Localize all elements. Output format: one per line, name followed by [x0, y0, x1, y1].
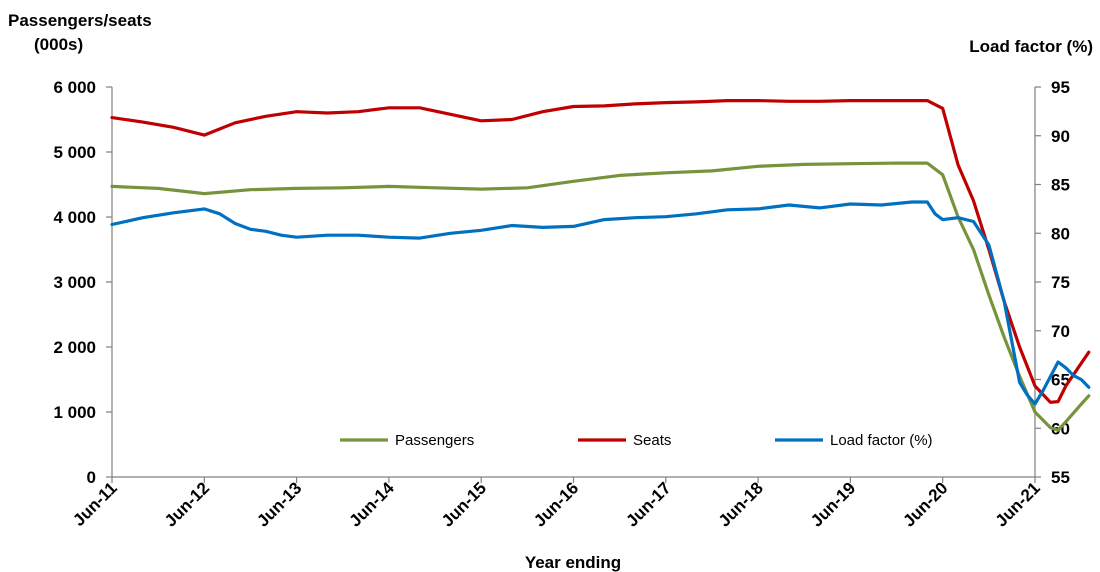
left-tick-label: 4 000 [53, 208, 96, 227]
x-tick-label: Jun-17 [622, 478, 674, 530]
x-axis-title: Year ending [525, 553, 621, 572]
x-tick-label: Jun-12 [161, 478, 213, 530]
series-line-load-factor [110, 200, 1091, 406]
x-tick-label: Jun-19 [807, 478, 859, 530]
left-tick-label: 6 000 [53, 78, 96, 97]
right-tick-label: 90 [1051, 127, 1070, 146]
x-tick-label: Jun-16 [530, 478, 582, 530]
x-tick-label: Jun-18 [715, 478, 767, 530]
legend-label: Passengers [395, 432, 474, 449]
series-line-passengers [110, 161, 1091, 432]
right-tick-label: 70 [1051, 322, 1070, 341]
right-tick-label: 80 [1051, 224, 1070, 243]
series-line-seats [110, 98, 1091, 404]
x-tick-label: Jun-15 [438, 478, 490, 530]
legend-label: Seats [633, 432, 671, 449]
right-tick-label: 95 [1051, 78, 1070, 97]
left-tick-label: 5 000 [53, 143, 96, 162]
left-tick-label: 3 000 [53, 273, 96, 292]
left-tick-label: 0 [87, 468, 96, 487]
left-axis-title-line1: Passengers/seats [8, 11, 152, 30]
legend: Passengers Seats Load factor (%) [340, 432, 933, 449]
legend-label: Load factor (%) [830, 432, 933, 449]
right-tick-label: 55 [1051, 468, 1070, 487]
x-tick-label: Jun-13 [253, 478, 305, 530]
right-axis-title: Load factor (%) [969, 37, 1093, 56]
left-axis-title-line2: (000s) [34, 35, 83, 54]
series-layer [110, 98, 1091, 432]
left-tick-label: 2 000 [53, 338, 96, 357]
x-tick-label: Jun-21 [992, 478, 1044, 530]
x-tick-label: Jun-20 [899, 478, 951, 530]
right-tick-label: 75 [1051, 273, 1070, 292]
left-tick-label: 1 000 [53, 403, 96, 422]
right-tick-label: 85 [1051, 176, 1070, 195]
x-tick-label: Jun-14 [346, 478, 399, 531]
